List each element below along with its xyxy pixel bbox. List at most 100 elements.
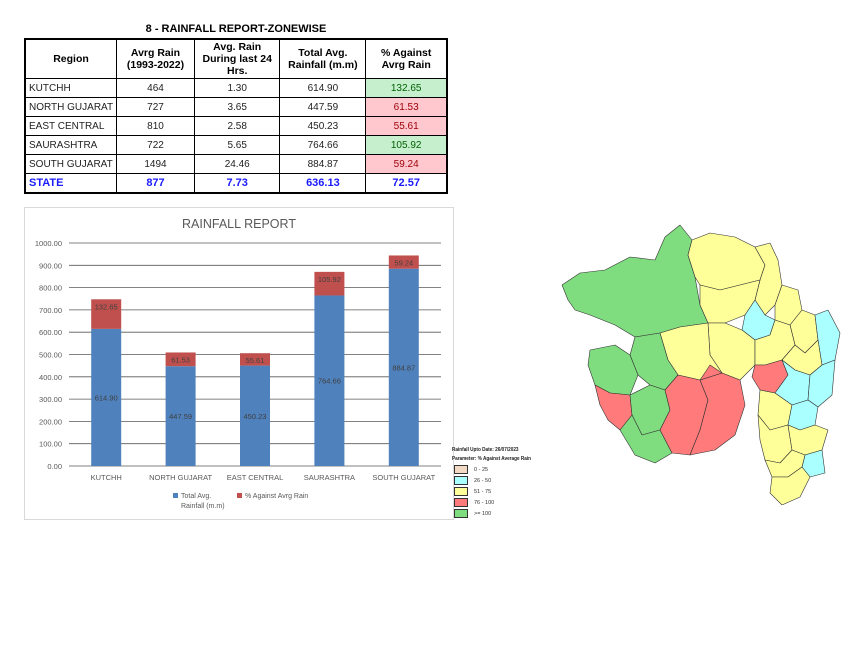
map-region-bhavnagar (689, 372, 746, 456)
bar-pct-against-avrg (240, 353, 270, 366)
map-legend-title: Rainfall Upto Date: 26/07/2023 (452, 447, 519, 453)
table-row: SAURASHTRA 722 5.65 764.66 105.92 (24, 135, 448, 155)
map-legend-label: >= 100 (474, 510, 492, 517)
map-legend-swatch (454, 465, 468, 474)
cell-total: 884.87 (279, 154, 367, 174)
rainfall-chart-svg: RAINFALL REPORT 0.00 100.00 200.00 300.00 400… (35, 217, 441, 510)
state-cell-region: STATE (24, 173, 118, 194)
cell-avrg-rain: 810 (116, 116, 195, 136)
cell-pct: 132.65 (365, 78, 448, 98)
state-cell-total: 636.13 (279, 173, 367, 194)
map-legend-swatch (454, 476, 468, 485)
x-tick-label: KUTCHH (91, 473, 122, 482)
y-tick-label: 900.00 (39, 261, 62, 270)
cell-region: EAST CENTRAL (24, 116, 118, 136)
map-legend-label: 51 - 75 (474, 488, 492, 495)
cell-avrg-rain: 464 (116, 78, 195, 98)
cell-region: NORTH GUJARAT (24, 97, 118, 117)
chart-title: RAINFALL REPORT (182, 217, 296, 231)
cell-avrg-rain: 727 (116, 97, 195, 117)
map-legend-item: >= 100 (452, 508, 567, 519)
map-region-botad (699, 364, 723, 381)
data-label: 55.61 (246, 356, 265, 365)
bar-pct-against-avrg (91, 299, 122, 329)
table-header-row: Region Avrg Rain (1993-2022) Avg. Rain D… (24, 38, 448, 79)
y-tick-label: 400.00 (39, 373, 62, 382)
legend-swatch-total (173, 493, 178, 498)
report-title: 8 - RAINFALL REPORT-ZONEWISE (145, 23, 327, 35)
data-label: 764.66 (318, 377, 341, 386)
table-row: NORTH GUJARAT 727 3.65 447.59 61.53 (24, 97, 448, 117)
cell-pct: 61.53 (365, 97, 448, 117)
y-tick-label: 100.00 (39, 440, 62, 449)
cell-region: KUTCHH (24, 78, 118, 98)
bar-pct-against-avrg (314, 271, 345, 296)
map-legend-label: 26 - 50 (474, 477, 492, 484)
cell-last-24: 2.58 (193, 116, 281, 136)
map-region-kutch (561, 224, 709, 338)
map-legend-label: 76 - 100 (474, 499, 495, 506)
data-label: 884.87 (392, 363, 415, 372)
bar-total-avg-rainfall (314, 295, 345, 466)
map-legend-item: 0 - 25 (452, 464, 567, 475)
map-legend-label: 0 - 25 (474, 466, 489, 473)
bar-total-avg-rainfall (240, 365, 270, 466)
x-tick-label: EAST CENTRAL (227, 473, 284, 482)
legend-swatch-pct (237, 493, 242, 498)
y-tick-label: 800.00 (39, 284, 62, 293)
state-cell-pct: 72.57 (365, 173, 448, 194)
y-tick-label: 0.00 (47, 462, 62, 471)
state-total-row: STATE 877 7.73 636.13 72.57 (24, 173, 448, 194)
bar-total-avg-rainfall (165, 366, 196, 466)
y-tick-label: 300.00 (39, 395, 62, 404)
cell-pct: 59.24 (365, 154, 448, 174)
cell-avrg-rain: 722 (116, 135, 195, 155)
cell-total: 764.66 (279, 135, 367, 155)
x-tick-label: SOUTH GUJARAT (372, 473, 435, 482)
data-label: 450.23 (244, 412, 267, 421)
y-tick-label: 700.00 (39, 306, 62, 315)
cell-total: 450.23 (279, 116, 367, 136)
legend-label: Total Avg. (181, 493, 211, 500)
cell-region: SOUTH GUJARAT (24, 154, 118, 174)
column-header-pct: % Against Avrg Rain (365, 38, 448, 79)
data-label: 132.65 (95, 302, 118, 311)
cell-pct: 105.92 (365, 135, 448, 155)
data-label: 614.90 (95, 393, 118, 402)
cell-total: 614.90 (279, 78, 367, 98)
map-region-sabarkantha (754, 242, 783, 316)
x-tick-label: SAURASHTRA (304, 473, 355, 482)
gujarat-map-svg (561, 224, 841, 506)
cell-avrg-rain: 1494 (116, 154, 195, 174)
state-cell-last-24: 7.73 (193, 173, 281, 194)
map-legend-item: 76 - 100 (452, 497, 567, 508)
state-cell-avrg-rain: 877 (116, 173, 195, 194)
column-header-last-24: Avg. Rain During last 24 Hrs. (193, 38, 281, 79)
column-header-total: Total Avg. Rainfall (m.m) (279, 38, 367, 79)
y-tick-label: 600.00 (39, 328, 62, 337)
rainfall-chart: RAINFALL REPORT 0.00 100.00 200.00 300.00 400… (24, 207, 454, 520)
cell-last-24: 3.65 (193, 97, 281, 117)
cell-last-24: 5.65 (193, 135, 281, 155)
column-header-avrg-rain: Avrg Rain (1993-2022) (116, 38, 195, 79)
cell-pct: 55.61 (365, 116, 448, 136)
bar-total-avg-rainfall (91, 328, 122, 466)
map-region-valsad (769, 466, 811, 506)
y-tick-label: 500.00 (39, 351, 62, 360)
bar-pct-against-avrg (165, 352, 196, 367)
table-row: EAST CENTRAL 810 2.58 450.23 55.61 (24, 116, 448, 136)
column-header-region: Region (24, 38, 118, 79)
gujarat-rainfall-map (560, 215, 850, 506)
map-legend-swatch (454, 509, 468, 518)
map-legend-swatch (454, 498, 468, 507)
legend-label: Rainfall (m.m) (181, 503, 225, 510)
bar-total-avg-rainfall (388, 268, 419, 466)
legend-label: % Against Avrg Rain (245, 493, 308, 500)
y-tick-label: 1000.00 (35, 239, 62, 248)
table-row: SOUTH GUJARAT 1494 24.46 884.87 59.24 (24, 154, 448, 174)
cell-total: 447.59 (279, 97, 367, 117)
y-tick-label: 200.00 (39, 417, 62, 426)
map-legend-parameter: Parameter: % Against Average Rain (452, 456, 531, 462)
map-legend-swatch (454, 487, 468, 496)
map-legend: Rainfall Upto Date: 26/07/2023 Parameter… (452, 446, 567, 519)
